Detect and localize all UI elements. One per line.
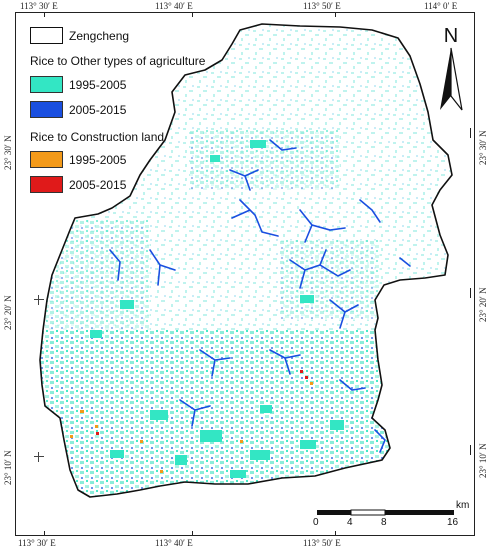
tick-bottom-2 <box>192 531 193 536</box>
legend-group1-item-2: 2005-2015 <box>30 101 126 118</box>
tick-right-2 <box>470 288 471 298</box>
coord-top-3: 113° 50′ E <box>303 1 341 11</box>
coord-bottom-1: 113° 30′ E <box>18 538 56 548</box>
legend-group2-item-1: 1995-2005 <box>30 151 126 168</box>
coord-bottom-3: 113° 50′ E <box>303 538 341 548</box>
legend-label: 1995-2005 <box>69 152 127 167</box>
legend-boundary-label: Zengcheng <box>69 28 130 43</box>
tick-bottom-1 <box>44 531 45 536</box>
coord-top-2: 113° 40′ E <box>155 1 193 11</box>
scale-bar <box>317 509 454 516</box>
swatch-other-ag-1995-2005 <box>30 76 63 93</box>
scale-tick-8: 8 <box>381 517 387 528</box>
scale-tick-16: 16 <box>447 517 459 528</box>
rice-to-other-ag-1995-2005 <box>90 140 354 478</box>
legend-label: 2005-2015 <box>69 177 127 192</box>
zengcheng-boundary <box>39 23 453 498</box>
tick-bottom-3 <box>335 531 336 536</box>
north-arrow-icon: N <box>440 25 463 111</box>
legend-boundary: Zengcheng <box>30 27 129 44</box>
scale-tick-4: 4 <box>347 517 353 528</box>
coord-top-4: 114° 0′ E <box>424 1 458 11</box>
swatch-construction-2005-2015 <box>30 176 63 193</box>
coord-bottom-2: 113° 40′ E <box>155 538 193 548</box>
tick-top-3 <box>335 12 336 17</box>
rice-to-construction-layer <box>70 370 313 473</box>
boundary-swatch <box>30 27 63 44</box>
legend-label: 2005-2015 <box>69 102 127 117</box>
swatch-other-ag-2005-2015 <box>30 101 63 118</box>
rice-to-other-ag-2005-2015 <box>109 139 411 453</box>
map-frame <box>15 12 475 536</box>
tick-right-1 <box>470 128 471 138</box>
grid-cross-1 <box>34 295 44 305</box>
scale-unit: km <box>456 500 470 511</box>
legend-group2-item-2: 2005-2015 <box>30 176 126 193</box>
grid-cross-2 <box>34 452 44 462</box>
legend-group1-item-1: 1995-2005 <box>30 76 126 93</box>
tick-top-1 <box>44 12 45 17</box>
coord-top-1: 113° 30′ E <box>20 1 58 11</box>
tick-right-3 <box>470 445 471 455</box>
tick-top-2 <box>192 12 193 17</box>
legend-group1-title: Rice to Other types of agriculture <box>30 54 206 68</box>
scale-tick-0: 0 <box>313 517 319 528</box>
north-label: N <box>444 25 458 47</box>
legend-label: 1995-2005 <box>69 77 127 92</box>
legend-group2-title: Rice to Construction land <box>30 130 165 144</box>
swatch-construction-1995-2005 <box>30 151 63 168</box>
